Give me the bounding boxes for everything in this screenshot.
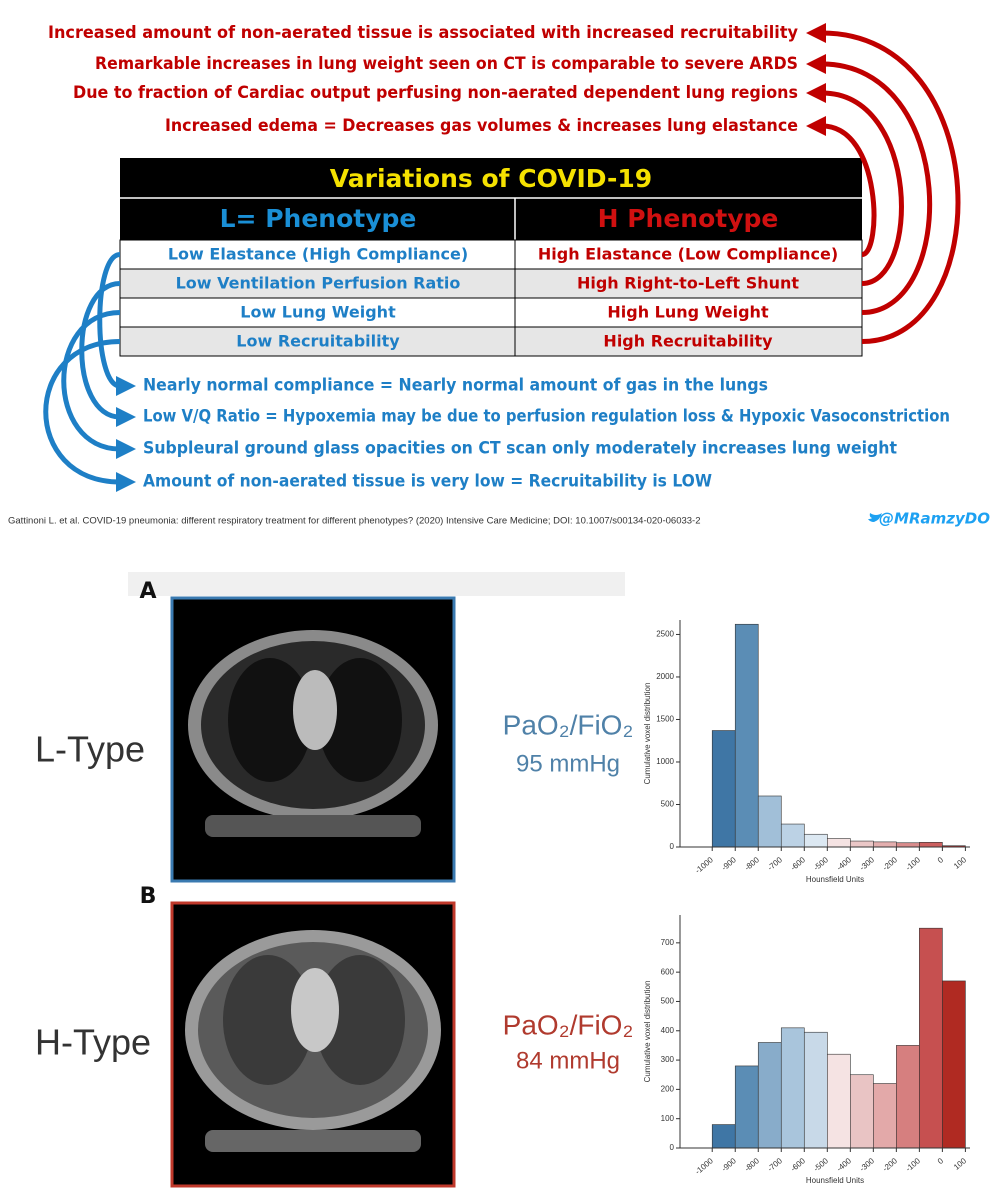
row <box>119 297 863 328</box>
annotation: Increased amount of non-aerated tissue i… <box>48 23 798 43</box>
bar <box>780 823 805 848</box>
ratio-value: 95 mmHg <box>516 750 620 777</box>
arrow-head <box>116 376 136 396</box>
row <box>119 326 863 357</box>
ct-image <box>170 596 456 883</box>
bar <box>942 980 966 1149</box>
type-label: H-Type <box>35 1022 151 1063</box>
y-tick-label: 0 <box>670 1143 675 1152</box>
y-tick-label: 600 <box>661 967 675 976</box>
header-cell: L= Phenotype <box>220 204 417 233</box>
cell: Low Lung Weight <box>240 303 396 322</box>
y-axis-label: Cumulative voxel distribution <box>643 683 652 785</box>
bar <box>734 1065 759 1149</box>
bar <box>919 927 943 1149</box>
arrow-head <box>806 116 826 136</box>
x-axis-label: Hounsfield Units <box>806 1176 864 1185</box>
panel-letter: A <box>139 579 156 604</box>
cell: Low Ventilation Perfusion Ratio <box>176 274 461 293</box>
y-tick-label: 100 <box>661 1114 675 1123</box>
bird-icon <box>868 513 882 522</box>
x-tick-label: 0 <box>936 855 946 865</box>
bar <box>896 842 920 848</box>
ratio-label: PaO₂/FiO₂ <box>503 1009 634 1040</box>
row <box>119 268 863 299</box>
type-label: L-Type <box>35 729 145 770</box>
bar <box>734 623 759 848</box>
y-tick-label: 2500 <box>656 630 674 639</box>
y-tick-label: 500 <box>661 800 675 809</box>
table-head <box>120 158 862 240</box>
table: Variations of COVID-19 L= Phenotype H Ph… <box>119 158 863 357</box>
arrow-curve <box>61 310 121 452</box>
arrow-curve <box>821 123 877 257</box>
cell: High Elastance (Low Compliance) <box>538 245 838 264</box>
cell: High Right-to-Left Shunt <box>577 274 799 293</box>
arrow-curve <box>821 30 961 344</box>
annotation: Low V/Q Ratio = Hypoxemia may be due to … <box>143 407 950 426</box>
y-tick-label: 1500 <box>656 715 674 724</box>
annotation: Amount of non-aerated tissue is very low… <box>143 472 712 491</box>
x-axis-label: Hounsfield Units <box>806 875 864 884</box>
y-tick-label: 500 <box>661 997 675 1006</box>
panel-letter: B <box>140 884 157 909</box>
bar <box>711 1124 736 1149</box>
header-cell: H Phenotype <box>598 204 779 233</box>
bar <box>757 795 782 848</box>
bar <box>873 1083 897 1149</box>
y-tick-label: 700 <box>661 938 675 947</box>
bar <box>757 1042 782 1149</box>
arrow-head <box>116 439 136 459</box>
y-tick-label: 300 <box>661 1055 675 1064</box>
y-tick-label: 200 <box>661 1084 675 1093</box>
y-axis-label: Cumulative voxel distribution <box>643 981 652 1083</box>
table-title: Variations of COVID-19 <box>330 164 652 193</box>
cell: Low Elastance (High Compliance) <box>168 245 468 264</box>
l-annotations: Nearly normal compliance = Nearly normal… <box>143 376 950 491</box>
band <box>128 572 625 596</box>
annotation: Remarkable increases in lung weight seen… <box>95 54 798 74</box>
arrow-head <box>806 54 826 74</box>
arrow-curve <box>43 339 121 485</box>
y-tick-label: 0 <box>670 842 675 851</box>
bar <box>711 730 736 848</box>
annotation: Subpleural ground glass opacities on CT … <box>143 439 897 458</box>
arrow-curve <box>821 90 904 286</box>
annotation: Nearly normal compliance = Nearly normal… <box>143 376 768 395</box>
arrow-head <box>116 407 136 427</box>
annotation: Due to fraction of Cardiac output perfus… <box>73 83 798 103</box>
arrow-curve <box>821 61 933 315</box>
arrows <box>43 23 961 492</box>
bar <box>803 833 828 848</box>
arrow-head <box>806 23 826 43</box>
y-tick-label: 400 <box>661 1026 675 1035</box>
ct-image <box>170 901 456 1188</box>
arrow-curve <box>97 252 121 389</box>
bar <box>827 1053 851 1149</box>
ratio-value: 84 mmHg <box>516 1047 620 1074</box>
bar <box>850 1074 874 1149</box>
bar <box>827 838 851 848</box>
y-tick-label: 2000 <box>656 672 674 681</box>
bar <box>873 841 897 848</box>
h-annotations: Increased amount of non-aerated tissue i… <box>48 23 798 136</box>
bar <box>919 842 943 848</box>
arrow-head <box>116 472 136 492</box>
bar <box>803 1031 828 1149</box>
bar <box>896 1045 920 1149</box>
bar <box>850 840 874 848</box>
annotation: Increased edema = Decreases gas volumes … <box>165 116 798 136</box>
handle: @MRamzyDO <box>879 510 990 528</box>
x-tick-label: 0 <box>936 1156 946 1166</box>
ratio-label: PaO₂/FiO₂ <box>503 709 634 740</box>
citation: Gattinoni L. et al. COVID-19 pneumonia: … <box>8 516 701 527</box>
bar <box>780 1027 805 1149</box>
cell: Low Recruitability <box>236 332 400 351</box>
y-tick-label: 1000 <box>656 757 674 766</box>
cell: High Recruitability <box>603 332 773 351</box>
cell: High Lung Weight <box>607 303 769 322</box>
arrow-head <box>806 83 826 103</box>
